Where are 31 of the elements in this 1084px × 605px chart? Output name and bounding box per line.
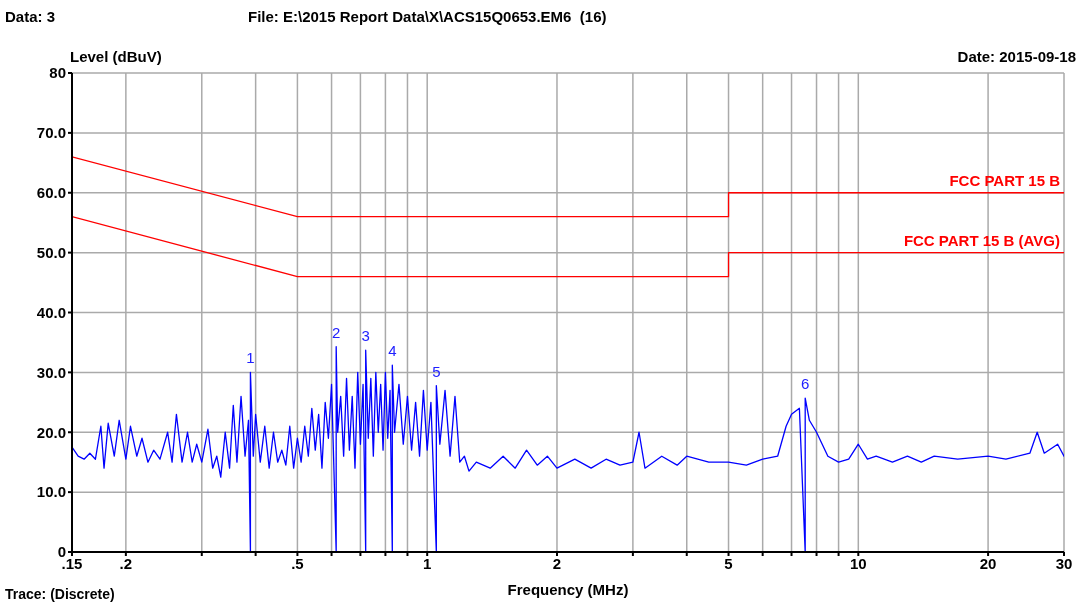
series-label: FCC PART 15 B (AVG) <box>903 231 1060 249</box>
y-axis-title: Level (dBuV) <box>70 48 162 65</box>
x-tick-label: 5 <box>724 554 733 572</box>
y-tick-label: 60.0 <box>36 184 66 202</box>
text: Trace: (Discrete) <box>5 586 115 602</box>
x-tick-label: 10 <box>849 554 867 572</box>
x-tick-label: 1 <box>423 554 432 572</box>
y-tick-label: 50.0 <box>36 243 66 261</box>
y-tick-label: 0 <box>57 543 66 561</box>
text: Data: 3 <box>5 8 56 25</box>
x-tick-label: .2 <box>119 554 133 572</box>
annotation: 6 <box>801 375 810 393</box>
y-tick-label: 30.0 <box>36 363 66 381</box>
x-tick-label: 2 <box>552 554 562 572</box>
annotation: 3 <box>361 327 370 345</box>
annotation: 1 <box>246 349 255 367</box>
x-tick-label: 30 <box>1055 554 1073 572</box>
annotation: 5 <box>432 362 441 380</box>
text: Date: 2015-09-18 <box>957 48 1076 65</box>
y-tick-label: 10.0 <box>36 483 66 501</box>
y-tick-label: 40.0 <box>36 303 66 321</box>
series-label: FCC PART 15 B <box>949 171 1061 189</box>
x-axis-title: Frequency (MHz) <box>507 581 629 598</box>
x-tick-label: 20 <box>979 554 997 572</box>
x-tick-label: .5 <box>291 554 304 572</box>
annotation: 2 <box>332 323 341 341</box>
chart-title: File: E:\2015 Report Data\X\ACS15Q0653.EM6 (16) <box>248 8 607 25</box>
y-tick-label: 70.0 <box>36 124 66 142</box>
y-tick-label: 80 <box>49 64 66 82</box>
annotation: 4 <box>388 342 397 360</box>
y-tick-label: 20.0 <box>36 423 66 441</box>
